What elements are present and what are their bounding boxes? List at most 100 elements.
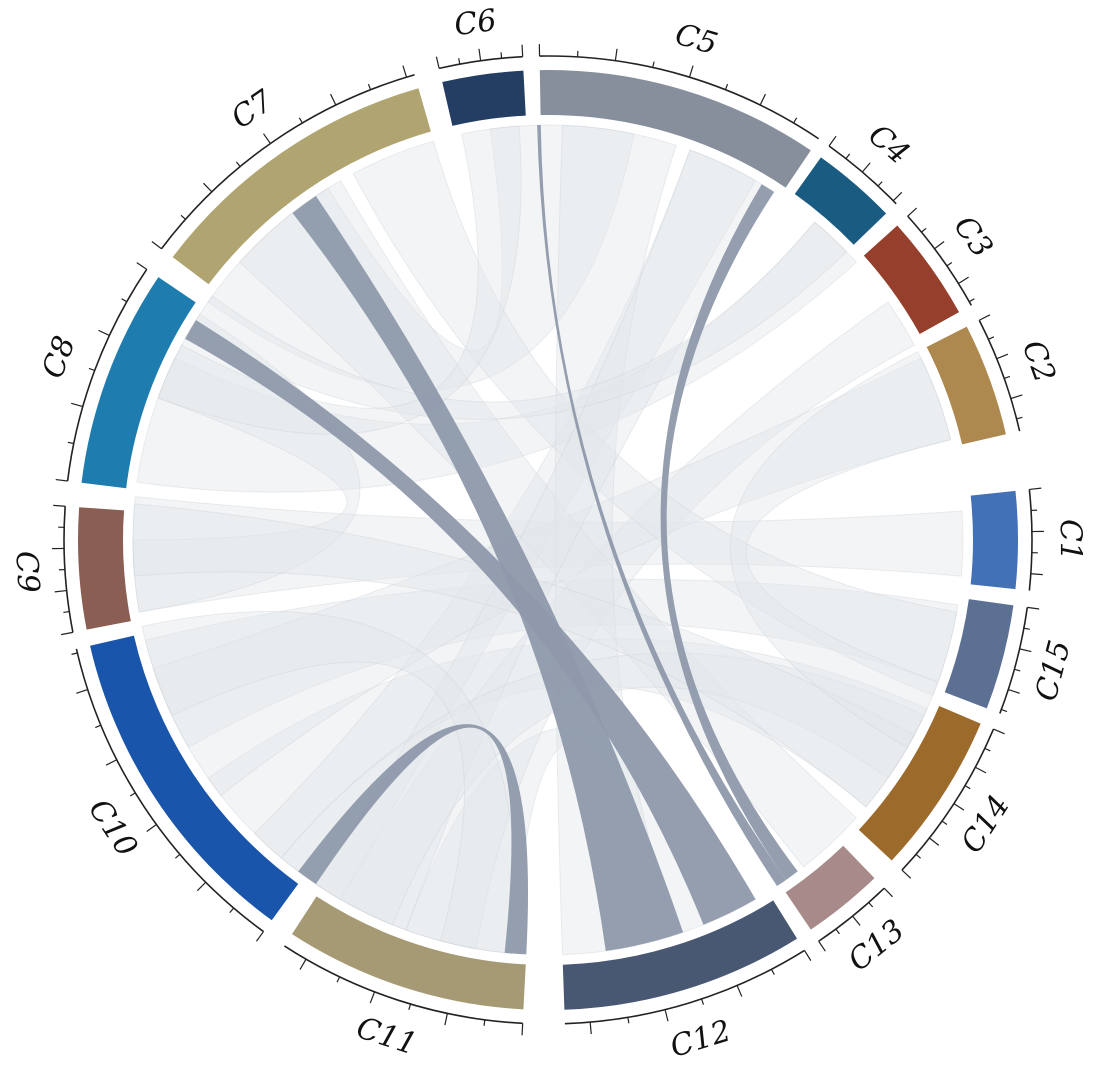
scale-tick xyxy=(861,162,871,173)
scale-tick xyxy=(793,117,798,124)
scale-tick xyxy=(67,441,74,445)
scale-tick xyxy=(964,785,971,790)
scale-tick xyxy=(892,191,903,202)
scale-tick xyxy=(435,56,440,69)
scale-tick xyxy=(71,402,83,408)
scale-tick xyxy=(907,207,918,217)
scale-tick xyxy=(614,48,618,61)
scale-tick xyxy=(736,985,743,997)
scale-arc-c1 xyxy=(1028,489,1033,591)
scale-tick xyxy=(877,181,883,187)
scale-tick xyxy=(54,589,67,593)
scale-tick xyxy=(63,610,70,614)
background-link-7 xyxy=(136,221,858,493)
scale-tick xyxy=(988,336,995,340)
scale-tick xyxy=(299,958,307,970)
sector-label-c10: C10 xyxy=(81,793,144,863)
sector-label-c6: C6 xyxy=(452,3,499,44)
sector-label-c2: C2 xyxy=(1015,336,1062,387)
scale-tick xyxy=(151,241,162,250)
scale-tick xyxy=(500,52,503,59)
scale-tick xyxy=(521,44,524,57)
scale-tick xyxy=(298,117,303,124)
sector-label-c8: C8 xyxy=(35,331,83,383)
scale-tick xyxy=(402,65,408,78)
scale-tick xyxy=(1029,487,1042,491)
scale-tick xyxy=(129,792,136,797)
scale-tick xyxy=(196,881,207,892)
scale-tick xyxy=(175,853,181,859)
scale-tick xyxy=(996,353,1009,360)
scale-arc-c3 xyxy=(907,215,973,306)
scale-arc-c7 xyxy=(160,73,415,250)
scale-tick xyxy=(770,969,775,975)
scale-tick xyxy=(883,887,893,898)
scale-tick xyxy=(444,1013,448,1026)
sector-ring xyxy=(77,69,1019,1010)
scale-tick xyxy=(627,1017,630,1024)
background-link-12 xyxy=(352,140,958,697)
scale-tick xyxy=(1030,573,1043,576)
scale-tick xyxy=(803,950,812,961)
scale-tick xyxy=(263,133,271,144)
sector-label-c14: C14 xyxy=(954,789,1017,859)
sector-c14 xyxy=(858,706,981,861)
scale-arc-c12 xyxy=(564,949,805,1025)
highlighted-link-1 xyxy=(292,195,684,951)
scale-tick xyxy=(984,747,991,752)
scale-tick xyxy=(95,724,102,729)
sector-c6 xyxy=(442,70,526,126)
scale-tick xyxy=(664,1009,669,1022)
scale-tick xyxy=(408,1003,412,1010)
scale-tick xyxy=(88,367,95,372)
sector-label-c3: C3 xyxy=(947,210,1000,265)
sector-label-c5: C5 xyxy=(671,17,721,63)
scale-tick xyxy=(946,261,953,267)
scale-ring xyxy=(52,44,1044,1036)
background-link-9 xyxy=(339,301,916,950)
background-link-20 xyxy=(729,350,952,749)
sector-c8 xyxy=(81,277,196,489)
sector-c12 xyxy=(562,900,798,1010)
sector-label-c15: C15 xyxy=(1029,637,1078,705)
highlighted-link-3 xyxy=(298,724,529,955)
sector-c2 xyxy=(926,326,1006,445)
scale-arc-c9 xyxy=(63,506,74,633)
sector-c4 xyxy=(794,157,887,245)
background-link-1 xyxy=(207,124,635,391)
scale-tick xyxy=(71,652,78,655)
scale-tick xyxy=(53,504,66,507)
scale-tick xyxy=(255,931,264,942)
scale-arc-c10 xyxy=(75,648,264,933)
scale-tick xyxy=(845,153,851,159)
background-link-4 xyxy=(207,638,928,859)
scale-tick xyxy=(921,227,927,233)
scale-tick xyxy=(934,241,945,250)
scale-arc-c4 xyxy=(828,145,897,205)
scale-tick xyxy=(968,298,975,303)
scale-tick xyxy=(458,58,461,65)
scale-tick xyxy=(929,837,940,846)
scale-tick xyxy=(336,976,341,983)
scale-tick xyxy=(76,688,88,694)
background-link-8 xyxy=(132,313,361,613)
sector-label-c13: C13 xyxy=(842,913,912,979)
scale-tick xyxy=(835,928,840,935)
scale-tick xyxy=(1016,416,1023,420)
scale-tick xyxy=(724,83,729,90)
scale-tick xyxy=(868,902,874,908)
sector-c13 xyxy=(785,845,875,930)
scale-tick xyxy=(688,65,694,78)
scale-tick xyxy=(483,1019,486,1026)
sector-label-c12: C12 xyxy=(666,1014,735,1065)
scale-arc-c2 xyxy=(978,319,1021,432)
scale-tick xyxy=(369,991,376,1004)
background-link-19 xyxy=(157,125,522,435)
scale-tick xyxy=(60,631,74,636)
sector-c7 xyxy=(172,88,431,285)
scale-tick xyxy=(146,824,157,833)
sector-label-c9: C9 xyxy=(8,550,46,594)
scale-arc-c15 xyxy=(999,607,1029,714)
highlighted-link-5 xyxy=(660,184,798,880)
